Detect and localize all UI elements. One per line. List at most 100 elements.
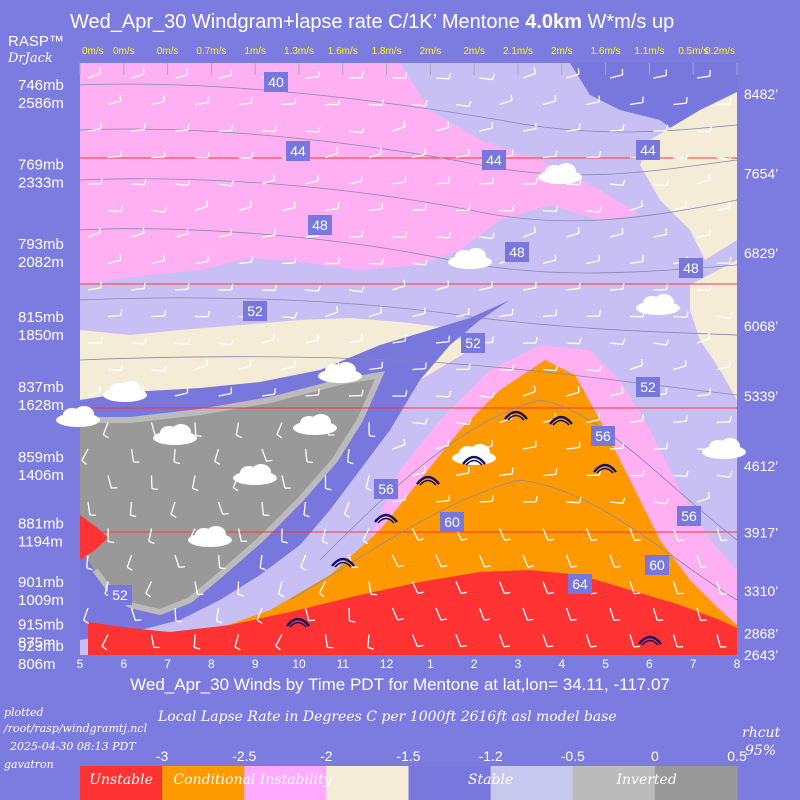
thermal-markers <box>286 410 662 646</box>
wind-barb-flag <box>417 591 424 595</box>
wind-barb <box>194 422 197 436</box>
wind-barb-flag <box>142 68 145 75</box>
wind-barb <box>217 554 221 569</box>
wind-barb <box>85 554 89 568</box>
wind-barb <box>455 103 469 108</box>
wind-barb <box>673 156 687 160</box>
wind-barb <box>275 634 283 647</box>
wind-barb-flag <box>256 619 263 624</box>
wind-barb <box>435 499 449 503</box>
wind-barb <box>131 183 145 186</box>
wind-barb <box>542 155 557 159</box>
wind-barb <box>542 473 557 477</box>
wind-barb <box>653 342 667 346</box>
height-m-label: 1009m <box>18 592 64 609</box>
wind-barb-flag <box>720 592 727 595</box>
wind-barb-flag <box>381 258 385 265</box>
wind-barb-flag <box>622 124 625 131</box>
x-tick-label: 8 <box>734 657 741 671</box>
wind-barb-flag <box>511 204 515 212</box>
wind-barb-flag <box>273 332 276 340</box>
wind-barb <box>107 209 122 213</box>
height-m-label: 1850m <box>18 327 64 344</box>
wind-barb-flag <box>622 283 625 290</box>
contour-label: 44 <box>482 150 506 170</box>
wind-barb <box>609 501 623 505</box>
wind-barb <box>673 474 687 478</box>
wind-barb-flag <box>468 204 471 211</box>
wind-barb <box>609 342 623 346</box>
wind-barb-flag <box>468 100 472 107</box>
x-tick-label: 3 <box>515 657 522 671</box>
contour-label: 52 <box>636 377 660 397</box>
wind-barb <box>629 101 643 106</box>
wind-barb <box>151 368 165 372</box>
x-tick-label: 7 <box>164 657 171 671</box>
wind-barb <box>174 129 189 132</box>
wind-barb-flag <box>102 434 109 439</box>
wind-barb <box>362 528 370 541</box>
wind-barb <box>194 205 208 212</box>
cloud-icon <box>702 438 746 459</box>
wind-barb <box>696 607 702 621</box>
wind-barb <box>499 99 513 106</box>
wind-barb <box>653 183 667 187</box>
wind-barb-flag <box>232 486 239 492</box>
legend-swatch <box>326 766 409 800</box>
wind-barb-flag <box>397 564 404 568</box>
wind-barb <box>565 607 572 621</box>
wind-barb-flag <box>491 73 495 80</box>
wind-barb <box>716 474 730 478</box>
wind-barb-flag <box>322 540 329 545</box>
contour-label: 56 <box>677 506 701 526</box>
wind-barb <box>104 581 109 595</box>
wind-barb <box>629 634 635 648</box>
wind-barb-flag <box>424 99 428 107</box>
legend-label: Inverted <box>616 772 677 788</box>
wind-barb <box>566 501 580 504</box>
wind-barb <box>305 339 319 344</box>
wind-barb-flag <box>367 646 374 650</box>
wind-barb <box>261 338 275 344</box>
region-red-left <box>80 515 108 560</box>
wind-barb-flag <box>344 513 350 518</box>
wind-barb <box>300 554 307 568</box>
cloud-icon <box>233 464 277 485</box>
wind-barb <box>261 393 275 397</box>
wind-barb <box>435 554 442 568</box>
wind-barb <box>130 607 136 621</box>
wind-barb <box>343 501 350 515</box>
wind-barb <box>542 634 548 648</box>
wind-barb <box>455 581 462 594</box>
wind-barb <box>435 126 449 132</box>
wind-barb <box>218 233 232 238</box>
legend-swatch <box>80 766 163 800</box>
wind-barb <box>696 234 710 238</box>
wind-barb-flag <box>317 126 321 133</box>
wind-barb <box>218 342 232 346</box>
wind-barb-flag <box>578 337 582 344</box>
wind-barb <box>586 209 600 213</box>
wind-barb <box>368 367 382 371</box>
wind-barb-flag <box>441 564 448 568</box>
wind-barb-flag <box>148 540 155 545</box>
wind-barb-flag <box>533 226 536 233</box>
wind-barb <box>522 607 529 621</box>
wind-barb <box>170 501 176 515</box>
wind-barb <box>696 338 710 344</box>
wind-barb-flag <box>491 495 495 502</box>
wind-barb <box>435 236 450 239</box>
thermal-arc-icon <box>374 513 398 524</box>
wind-barb <box>412 153 426 159</box>
wind-barb-flag <box>533 67 536 74</box>
wind-barb <box>498 581 505 594</box>
wind-barb-flag <box>230 283 234 290</box>
wind-barb-flag <box>317 285 321 292</box>
wind-barb-flag <box>195 434 202 438</box>
wind-barb-flag <box>665 180 670 187</box>
wind-barb-flag <box>266 459 273 462</box>
wind-barb <box>238 102 252 106</box>
wind-barb-flag <box>665 124 669 131</box>
pressure-label: 769mb <box>18 157 64 174</box>
wind-barb <box>131 73 145 79</box>
